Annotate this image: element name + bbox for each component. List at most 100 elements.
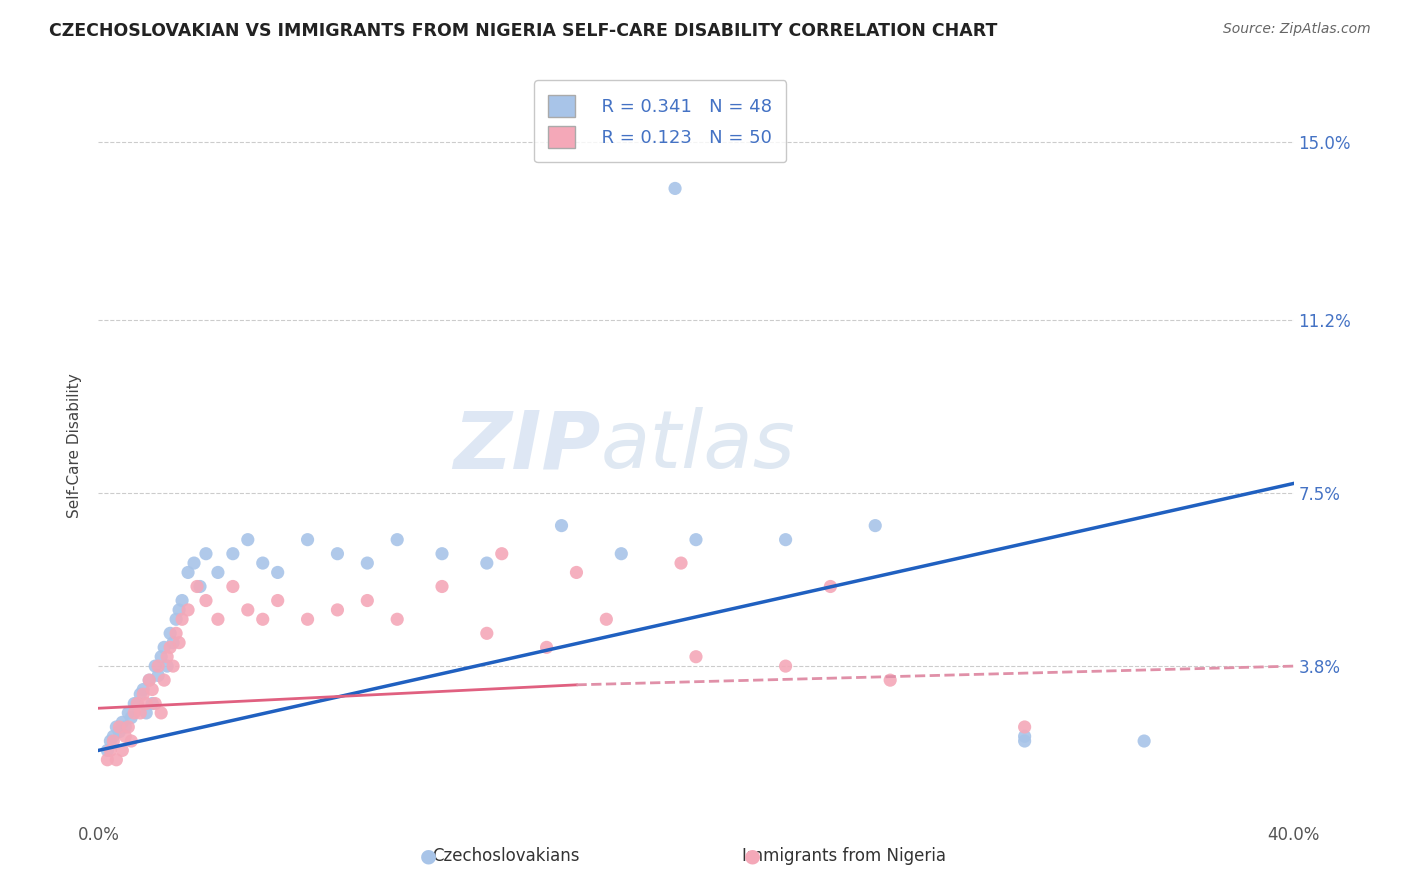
Point: [1014, 734, 1036, 748]
Point: [685, 533, 707, 547]
Text: ●: ●: [420, 847, 437, 866]
Point: [111, 743, 134, 757]
Point: [222, 580, 245, 594]
Point: [96, 743, 118, 757]
Point: [127, 697, 149, 711]
Point: [177, 566, 200, 580]
Text: ZIP: ZIP: [453, 407, 600, 485]
Point: [165, 612, 187, 626]
Point: [141, 682, 163, 697]
Text: CZECHOSLOVAKIAN VS IMMIGRANTS FROM NIGERIA SELF-CARE DISABILITY CORRELATION CHAR: CZECHOSLOVAKIAN VS IMMIGRANTS FROM NIGER…: [49, 22, 998, 40]
Point: [297, 533, 319, 547]
Point: [177, 603, 200, 617]
Point: [565, 566, 588, 580]
Point: [98, 743, 122, 757]
Point: [267, 566, 290, 580]
Point: [879, 673, 901, 687]
Point: [129, 706, 152, 720]
Point: [167, 636, 190, 650]
Point: [430, 580, 453, 594]
Point: [114, 730, 136, 744]
Text: Czechoslovakians: Czechoslovakians: [433, 847, 579, 865]
Point: [550, 518, 572, 533]
Point: [475, 556, 498, 570]
Point: [172, 593, 194, 607]
Text: atlas: atlas: [600, 407, 796, 485]
Point: [120, 710, 142, 724]
Point: [159, 626, 181, 640]
Point: [207, 566, 229, 580]
Point: [183, 556, 205, 570]
Point: [297, 612, 319, 626]
Point: [685, 649, 707, 664]
Point: [595, 612, 617, 626]
Point: [172, 612, 194, 626]
Point: [135, 706, 157, 720]
Point: [820, 580, 842, 594]
Point: [108, 720, 131, 734]
Point: [207, 612, 229, 626]
Point: [186, 580, 208, 594]
Point: [267, 593, 290, 607]
Point: [153, 673, 176, 687]
Point: [1014, 730, 1036, 744]
Point: [135, 697, 157, 711]
Point: [150, 706, 173, 720]
Point: [114, 720, 136, 734]
Point: [159, 640, 181, 655]
Point: [108, 724, 131, 739]
Text: ●: ●: [744, 847, 761, 866]
Point: [138, 673, 160, 687]
Point: [252, 556, 274, 570]
Y-axis label: Self-Care Disability: Self-Care Disability: [67, 374, 83, 518]
Point: [96, 753, 118, 767]
Point: [865, 518, 887, 533]
Point: [236, 603, 259, 617]
Point: [222, 547, 245, 561]
Point: [105, 753, 128, 767]
Point: [132, 687, 155, 701]
Point: [117, 706, 139, 720]
Point: [475, 626, 498, 640]
Point: [111, 715, 134, 730]
Point: [491, 547, 513, 561]
Point: [195, 593, 218, 607]
Point: [162, 636, 184, 650]
Point: [326, 603, 349, 617]
Point: [356, 556, 378, 570]
Point: [167, 603, 190, 617]
Point: [143, 697, 166, 711]
Point: [536, 640, 558, 655]
Point: [430, 547, 453, 561]
Point: [141, 697, 163, 711]
Point: [165, 626, 187, 640]
Point: [252, 612, 274, 626]
Point: [150, 649, 173, 664]
Point: [664, 181, 686, 195]
Point: [669, 556, 692, 570]
Point: [153, 640, 176, 655]
Point: [156, 649, 179, 664]
Point: [132, 682, 155, 697]
Point: [124, 706, 146, 720]
Point: [98, 734, 122, 748]
Point: [143, 659, 166, 673]
Point: [775, 533, 797, 547]
Point: [103, 730, 125, 744]
Text: Immigrants from Nigeria: Immigrants from Nigeria: [741, 847, 946, 865]
Point: [1014, 720, 1036, 734]
Point: [610, 547, 633, 561]
Point: [236, 533, 259, 547]
Point: [127, 697, 149, 711]
Point: [195, 547, 218, 561]
Point: [326, 547, 349, 561]
Point: [148, 659, 170, 673]
Point: [188, 580, 211, 594]
Point: [148, 668, 170, 682]
Point: [120, 734, 142, 748]
Point: [156, 659, 179, 673]
Text: Source: ZipAtlas.com: Source: ZipAtlas.com: [1223, 22, 1371, 37]
Point: [385, 533, 409, 547]
Point: [1133, 734, 1156, 748]
Point: [129, 687, 152, 701]
